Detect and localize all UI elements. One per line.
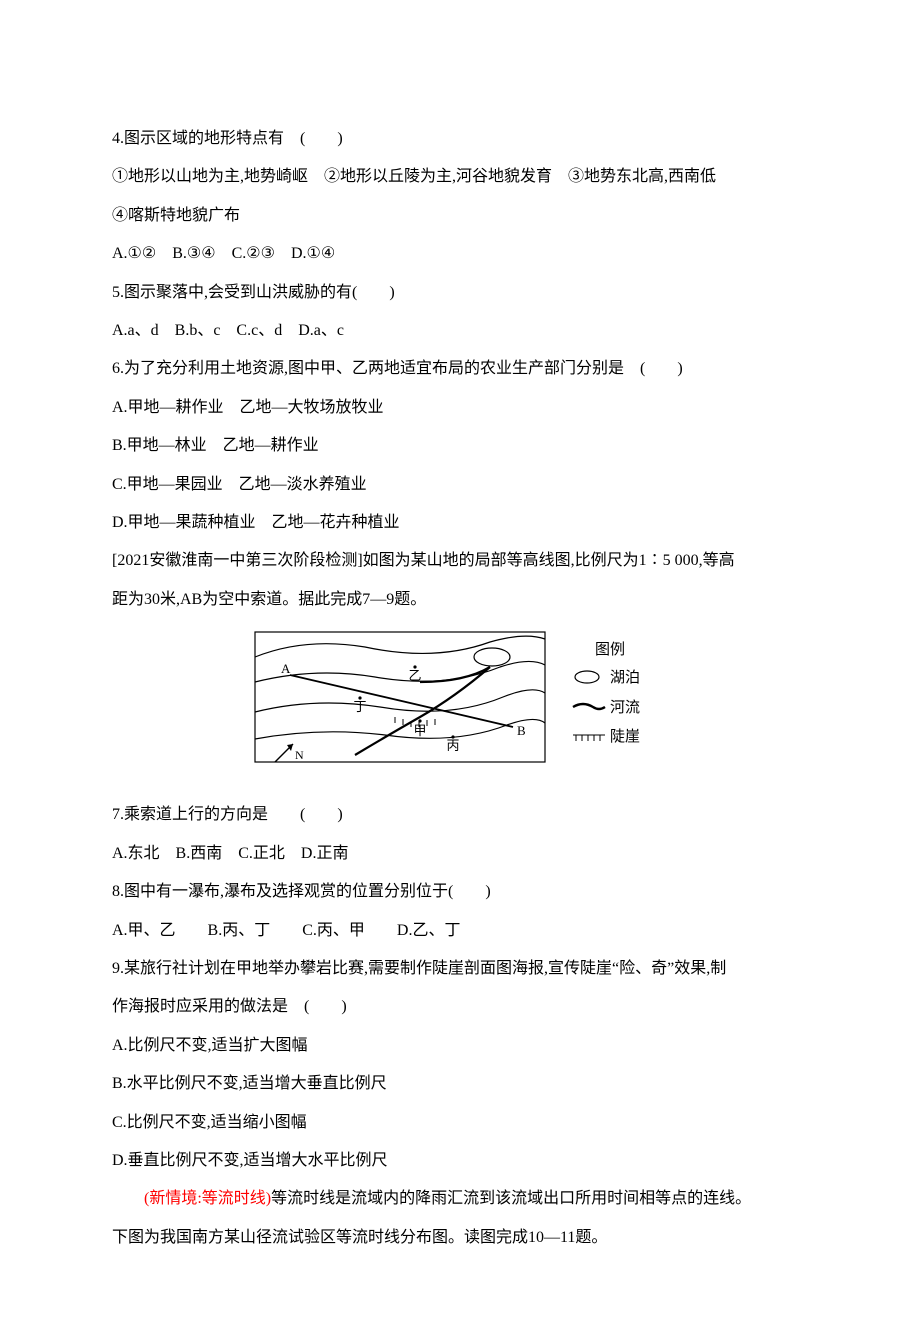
q6-d: D.甲地—果蔬种植业 乙地—花卉种植业 bbox=[112, 504, 808, 542]
q9-stem-2: 作海报时应采用的做法是 ( ) bbox=[112, 988, 808, 1026]
q5-choices: A.a、d B.b、c C.c、d D.a、c bbox=[112, 312, 808, 350]
passage-7-9-line2: 距为30米,AB为空中索道。据此完成7—9题。 bbox=[112, 581, 808, 619]
q9-c: C.比例尺不变,适当缩小图幅 bbox=[112, 1104, 808, 1142]
q9-stem-1: 9.某旅行社计划在甲地举办攀岩比赛,需要制作陡崖剖面图海报,宣传陡崖“险、奇”效… bbox=[112, 950, 808, 988]
context-tag: (新情境:等流时线) bbox=[144, 1190, 271, 1207]
label-ding: 丁 bbox=[353, 699, 366, 714]
label-a: A bbox=[281, 661, 291, 676]
label-jia: 甲 bbox=[413, 723, 426, 738]
passage-10-11-rest: 等流时线是流域内的降雨汇流到该流域出口所用时间相等点的连线。 bbox=[271, 1190, 751, 1207]
q4-stem: 4.图示区域的地形特点有 ( ) bbox=[112, 120, 808, 158]
q4-options-line1: ①地形以山地为主,地势崎岖 ②地形以丘陵为主,河谷地貌发育 ③地势东北高,西南低 bbox=[112, 158, 808, 196]
q6-b: B.甲地—林业 乙地—耕作业 bbox=[112, 427, 808, 465]
label-yi: 乙 bbox=[408, 668, 421, 683]
q8-choices: A.甲、乙 B.丙、丁 C.丙、甲 D.乙、丁 bbox=[112, 912, 808, 950]
q6-c: C.甲地—果园业 乙地—淡水养殖业 bbox=[112, 466, 808, 504]
label-bing: 丙 bbox=[446, 738, 459, 753]
legend-cliff: 陡崖 bbox=[610, 728, 640, 745]
q7-choices: A.东北 B.西南 C.正北 D.正南 bbox=[112, 835, 808, 873]
passage-10-11-line1: (新情境:等流时线)等流时线是流域内的降雨汇流到该流域出口所用时间相等点的连线。 bbox=[112, 1180, 808, 1218]
q4-options-line2: ④喀斯特地貌广布 bbox=[112, 197, 808, 235]
passage-7-9-line1: [2021安徽淮南一中第三次阶段检测]如图为某山地的局部等高线图,比例尺为1∶5… bbox=[112, 542, 808, 580]
q9-d: D.垂直比例尺不变,适当增大水平比例尺 bbox=[112, 1142, 808, 1180]
contour-map-svg: A B 甲 乙 丙 丁 N 图例 湖泊 河流 bbox=[245, 627, 675, 777]
document-page: 4.图示区域的地形特点有 ( ) ①地形以山地为主,地势崎岖 ②地形以丘陵为主,… bbox=[0, 0, 920, 1317]
q9-a: A.比例尺不变,适当扩大图幅 bbox=[112, 1027, 808, 1065]
q5-stem: 5.图示聚落中,会受到山洪威胁的有( ) bbox=[112, 274, 808, 312]
contour-map-figure: A B 甲 乙 丙 丁 N 图例 湖泊 河流 bbox=[112, 627, 808, 792]
q6-a: A.甲地—耕作业 乙地—大牧场放牧业 bbox=[112, 389, 808, 427]
q6-stem: 6.为了充分利用土地资源,图中甲、乙两地适宜布局的农业生产部门分别是 ( ) bbox=[112, 350, 808, 388]
label-n: N bbox=[295, 748, 304, 762]
label-b: B bbox=[517, 723, 526, 738]
q7-stem: 7.乘索道上行的方向是 ( ) bbox=[112, 796, 808, 834]
q4-choices: A.①② B.③④ C.②③ D.①④ bbox=[112, 235, 808, 273]
legend-river: 河流 bbox=[610, 699, 640, 716]
passage-10-11-line2: 下图为我国南方某山径流试验区等流时线分布图。读图完成10—11题。 bbox=[112, 1219, 808, 1257]
q9-b: B.水平比例尺不变,适当增大垂直比例尺 bbox=[112, 1065, 808, 1103]
legend-lake: 湖泊 bbox=[610, 669, 640, 686]
legend-title: 图例 bbox=[595, 641, 625, 658]
q8-stem: 8.图中有一瀑布,瀑布及选择观赏的位置分别位于( ) bbox=[112, 873, 808, 911]
